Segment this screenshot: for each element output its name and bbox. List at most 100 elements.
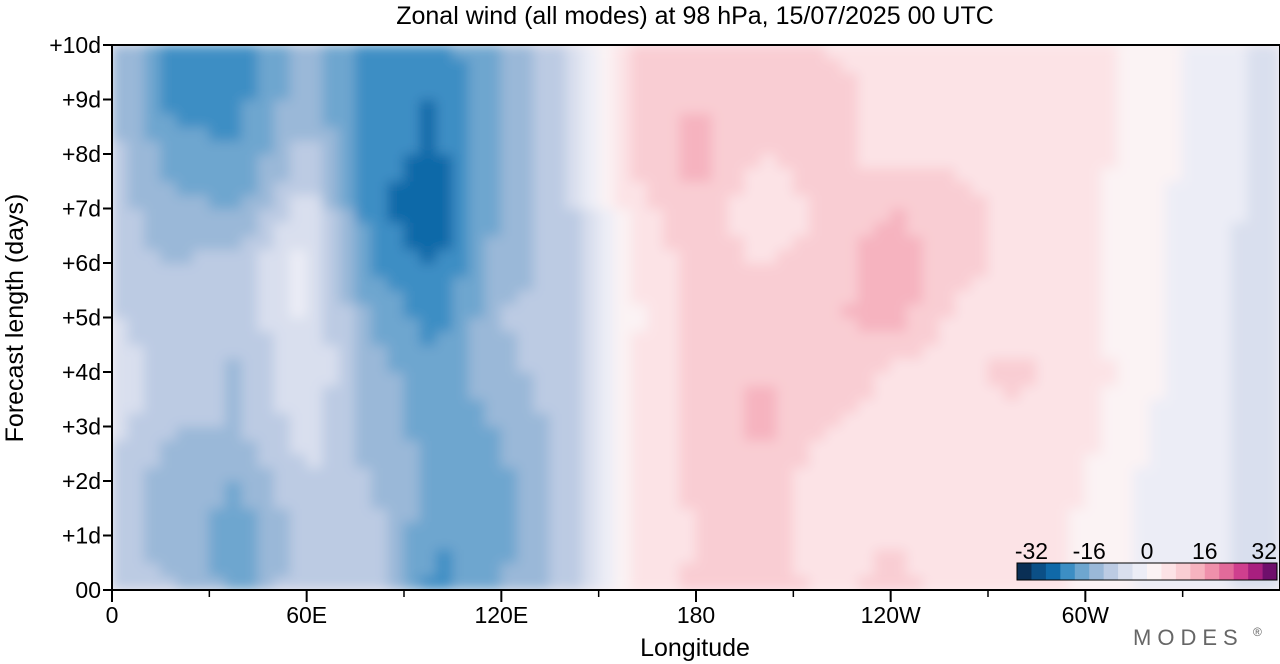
heatmap-cell — [1182, 194, 1200, 209]
heatmap-cell — [581, 480, 600, 496]
heatmap-cell — [500, 344, 519, 359]
heatmap-cell — [890, 575, 908, 590]
heatmap-cell — [679, 575, 697, 590]
heatmap-cell — [143, 248, 162, 264]
heatmap-cell — [468, 276, 486, 291]
heatmap-cell — [873, 167, 892, 182]
heatmap-cell — [1052, 494, 1070, 509]
heatmap-cell — [435, 289, 454, 305]
heatmap-cell — [127, 521, 145, 536]
heatmap-cell — [419, 398, 437, 414]
heatmap-cell — [630, 507, 648, 523]
heatmap-cell — [565, 221, 583, 237]
heatmap-cell — [435, 208, 454, 223]
heatmap-cell — [938, 126, 957, 141]
heatmap-cell — [403, 317, 421, 332]
heatmap-cell — [614, 466, 632, 482]
heatmap-cell — [257, 194, 275, 209]
heatmap-cell — [1133, 235, 1151, 250]
heatmap-cell — [1052, 85, 1070, 100]
heatmap-cell — [1133, 507, 1151, 523]
heatmap-cell — [1084, 276, 1103, 291]
heatmap-cell — [403, 548, 421, 564]
heatmap-cell — [955, 398, 973, 414]
heatmap-cell — [1003, 317, 1021, 332]
heatmap-cell — [744, 139, 762, 155]
heatmap-cell — [792, 439, 811, 455]
heatmap-cell — [1068, 535, 1086, 550]
heatmap-cell — [1149, 453, 1167, 468]
heatmap-cell — [549, 317, 567, 332]
heatmap-cell — [906, 208, 924, 223]
heatmap-cell — [1230, 58, 1249, 73]
heatmap-cell — [500, 548, 519, 564]
heatmap-cell — [176, 276, 194, 291]
heatmap-cell — [1068, 58, 1086, 73]
heatmap-cell — [1247, 167, 1265, 182]
heatmap-cell — [598, 507, 616, 523]
heatmap-cell — [1003, 139, 1021, 155]
heatmap-cell — [176, 330, 194, 346]
heatmap-cell — [809, 208, 827, 223]
heatmap-cell — [1263, 344, 1280, 359]
heatmap-cell — [906, 303, 924, 318]
heatmap-cell — [663, 235, 681, 250]
heatmap-cell — [1133, 194, 1151, 209]
heatmap-cell — [208, 276, 227, 291]
heatmap-cell — [1149, 494, 1167, 509]
heatmap-cell — [533, 398, 551, 414]
heatmap-cell — [906, 426, 924, 441]
heatmap-cell — [452, 548, 470, 564]
heatmap-cell — [565, 426, 583, 441]
heatmap-cell — [452, 71, 470, 87]
heatmap-cell — [679, 439, 697, 455]
heatmap-cell — [1263, 180, 1280, 196]
heatmap-cell — [809, 357, 827, 373]
heatmap-cell — [160, 289, 178, 305]
heatmap-cell — [338, 548, 356, 564]
heatmap-cell — [792, 317, 811, 332]
heatmap-cell — [792, 426, 811, 441]
colorbar-swatch — [1147, 563, 1162, 580]
heatmap-cell — [1036, 330, 1054, 346]
heatmap-cell — [938, 99, 957, 114]
heatmap-cell — [517, 45, 535, 60]
heatmap-cell — [176, 412, 194, 427]
heatmap-cell — [679, 194, 697, 209]
heatmap-cell — [192, 153, 210, 169]
heatmap-cell — [127, 126, 145, 141]
heatmap-cell — [208, 439, 227, 455]
heatmap-cell — [1182, 58, 1200, 73]
heatmap-cell — [971, 248, 989, 264]
heatmap-cell — [630, 562, 648, 577]
heatmap-cell — [987, 194, 1005, 209]
heatmap-cell — [112, 194, 129, 209]
heatmap-cell — [1068, 521, 1086, 536]
heatmap-cell — [906, 85, 924, 100]
heatmap-cell — [452, 58, 470, 73]
heatmap-cell — [484, 466, 502, 482]
heatmap-cell — [971, 453, 989, 468]
heatmap-cell — [306, 371, 324, 387]
heatmap-cell — [517, 466, 535, 482]
heatmap-cell — [614, 453, 632, 468]
heatmap-cell — [760, 317, 778, 332]
heatmap-cell — [776, 398, 794, 414]
heatmap-cell — [435, 235, 454, 250]
heatmap-cell — [809, 167, 827, 182]
heatmap-cell — [127, 276, 145, 291]
heatmap-cell — [760, 562, 778, 577]
heatmap-cell — [435, 385, 454, 400]
heatmap-cell — [630, 71, 648, 87]
heatmap-cell — [1036, 126, 1054, 141]
heatmap-cell — [727, 371, 746, 387]
heatmap-cell — [387, 480, 405, 496]
heatmap-cell — [825, 71, 843, 87]
heatmap-cell — [1117, 248, 1135, 264]
heatmap-cell — [646, 45, 665, 60]
y-tick-label: +6d — [62, 250, 101, 276]
heatmap-cell — [776, 208, 794, 223]
heatmap-cell — [225, 235, 243, 250]
heatmap-cell — [711, 262, 729, 278]
heatmap-cell — [273, 398, 291, 414]
